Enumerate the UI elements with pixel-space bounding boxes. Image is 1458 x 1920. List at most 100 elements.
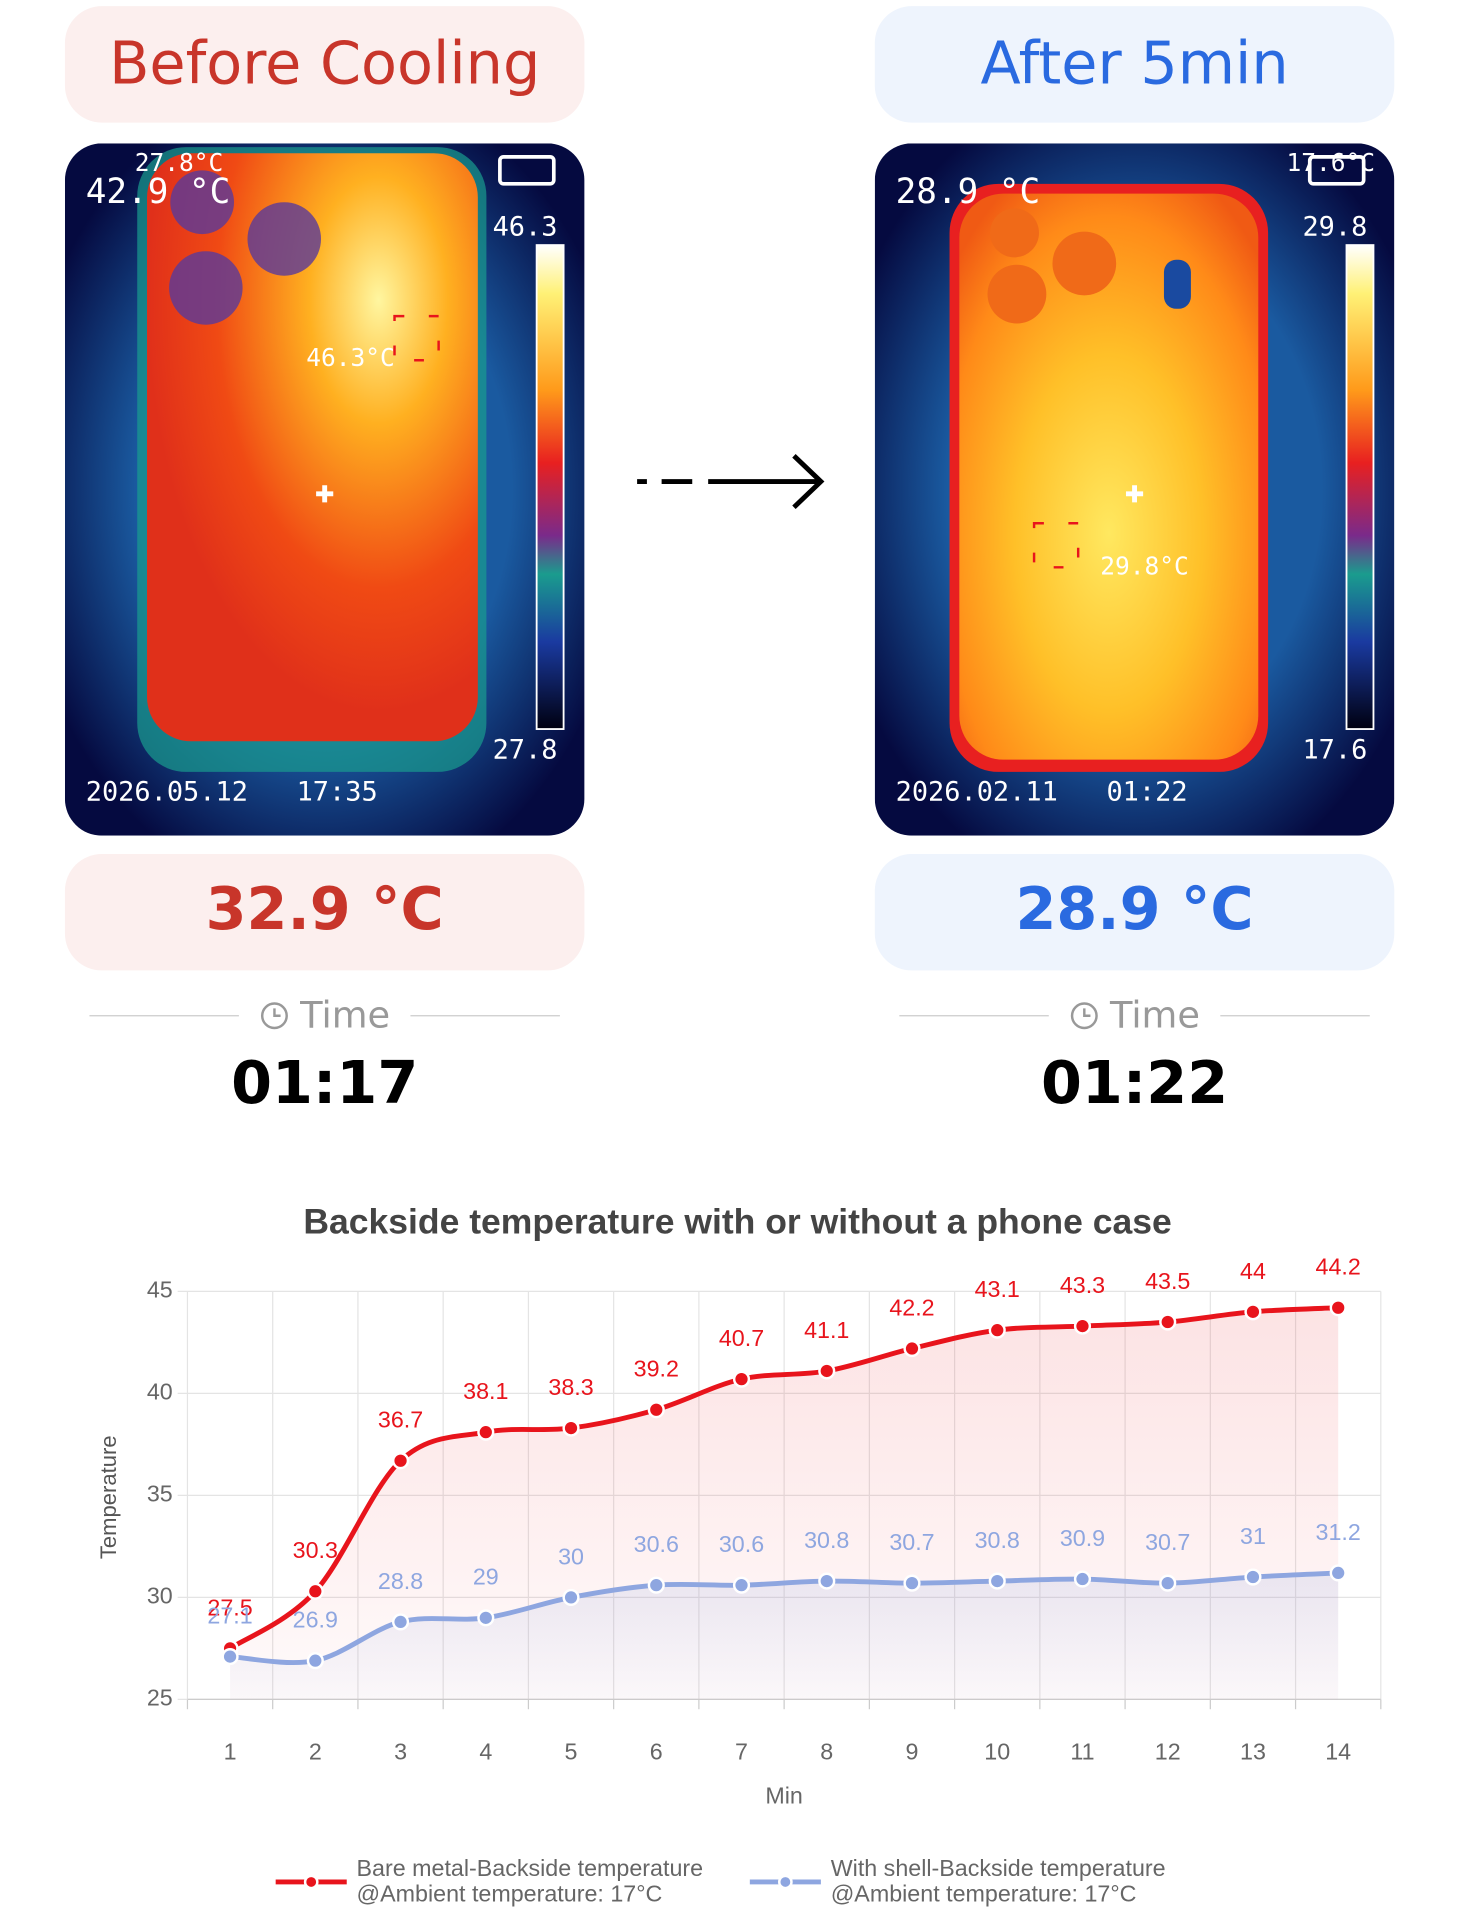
image-label: 29.8°C (1100, 551, 1189, 580)
image-label: 27.8°C (135, 148, 224, 177)
data-label: 31.2 (1316, 1519, 1361, 1545)
point (903, 1339, 921, 1358)
temp-badge (874, 854, 1395, 971)
data-label: 29 (473, 1564, 499, 1590)
data-label: 43.1 (975, 1276, 1020, 1302)
point (562, 1419, 580, 1437)
x-tick-label: 2 (309, 1738, 322, 1764)
data-label: 30 (558, 1543, 584, 1569)
chart-title: Backside temperature with or without a p… (303, 1201, 1171, 1241)
y-tick-label: 30 (147, 1583, 173, 1609)
title-badge (874, 6, 1395, 123)
legend-note: @Ambient temperature: 17°C (831, 1881, 1137, 1907)
point (391, 1613, 410, 1631)
point (903, 1574, 921, 1592)
point (306, 1652, 324, 1670)
image-label: 28.9 °C (896, 172, 1041, 212)
y-tick-label: 35 (147, 1481, 173, 1507)
point (988, 1572, 1006, 1590)
x-tick-label: 3 (394, 1738, 407, 1764)
temp-badge (64, 854, 585, 971)
data-label: 44 (1240, 1258, 1266, 1284)
data-label: 36.7 (378, 1407, 423, 1433)
x-tick-label: 1 (224, 1738, 237, 1764)
x-tick-label: 5 (565, 1738, 578, 1764)
arrow (637, 454, 825, 510)
data-label: 44.2 (1316, 1254, 1361, 1280)
x-axis-title: Min (765, 1783, 803, 1809)
temperature: 32.9 °C (206, 874, 444, 943)
x-tick-label: 13 (1240, 1738, 1266, 1764)
image-label: 2026.02.11 01:22 (896, 776, 1188, 807)
data-label: 38.3 (548, 1374, 593, 1400)
point (1244, 1568, 1262, 1586)
data-label: 43.3 (1060, 1272, 1105, 1298)
data-label: 30.7 (1145, 1529, 1190, 1555)
data-label: 41.1 (804, 1317, 849, 1343)
point (477, 1609, 495, 1627)
area (230, 1572, 1339, 1700)
point (477, 1423, 495, 1441)
point (306, 1582, 324, 1600)
data-label: 30.6 (634, 1531, 679, 1557)
data-label: 30.8 (975, 1527, 1020, 1553)
data-label: 31 (1240, 1523, 1266, 1549)
point (647, 1576, 665, 1594)
legend-note: @Ambient temperature: 17°C (357, 1881, 663, 1907)
y-tick-label: 25 (147, 1685, 173, 1711)
y-axis-title: Temperature (96, 1435, 121, 1559)
point (1244, 1303, 1262, 1321)
point (391, 1452, 410, 1470)
x-tick-label: 4 (479, 1738, 492, 1764)
data-label: 42.2 (889, 1294, 934, 1320)
point (732, 1370, 751, 1388)
clock-icon (1070, 1002, 1098, 1030)
data-label: 27.1 (207, 1603, 252, 1629)
data-label: 28.8 (378, 1568, 423, 1594)
thermal-image: 17.6°C 28.9 °C 29.8 29.8°C 17.6 2026.02.… (874, 143, 1395, 836)
data-label: 30.3 (293, 1537, 338, 1563)
point (1073, 1317, 1092, 1335)
legend-label: Bare metal-Backside temperature (357, 1855, 704, 1881)
panel-title: After 5min (980, 29, 1288, 98)
image-label: 27.8 (493, 735, 558, 766)
point (1329, 1299, 1347, 1317)
point (562, 1588, 580, 1606)
legend-marker (303, 1874, 319, 1890)
time: 01:17 (231, 1048, 418, 1117)
data-label: 30.6 (719, 1531, 764, 1557)
x-tick-label: 9 (906, 1738, 919, 1764)
legend-marker (778, 1874, 793, 1890)
time-label: Time (299, 993, 390, 1036)
panel-title: Before Cooling (109, 29, 540, 98)
title-badge (64, 6, 585, 123)
image-label: 46.3 (493, 211, 558, 242)
time-label: Time (1109, 993, 1200, 1036)
x-tick-label: 8 (820, 1738, 833, 1764)
point (818, 1362, 836, 1380)
clock-icon (260, 1002, 288, 1030)
x-tick-label: 10 (984, 1738, 1010, 1764)
legend-label: With shell-Backside temperature (831, 1855, 1166, 1881)
point (818, 1572, 836, 1590)
x-tick-label: 12 (1155, 1738, 1181, 1764)
thermal-image: 27.8°C 42.9 °C 46.3 46.3°C 27.8 2026.05.… (64, 143, 585, 836)
point (1159, 1574, 1177, 1592)
time: 01:22 (1041, 1048, 1228, 1117)
image-label: 46.3°C (306, 343, 395, 372)
x-tick-label: 6 (650, 1738, 663, 1764)
x-tick-label: 14 (1325, 1738, 1351, 1764)
image-label: 17.6°C (1286, 148, 1375, 177)
data-label: 43.5 (1145, 1268, 1190, 1294)
x-tick-label: 7 (735, 1738, 748, 1764)
temperature: 28.9 °C (1015, 874, 1253, 943)
data-label: 40.7 (719, 1325, 764, 1351)
image-label: 17.6 (1302, 735, 1367, 766)
point (1073, 1570, 1092, 1588)
data-label: 39.2 (634, 1356, 679, 1382)
image-label: 29.8 (1302, 211, 1367, 242)
point (1329, 1564, 1347, 1582)
data-label: 30.7 (889, 1529, 934, 1555)
